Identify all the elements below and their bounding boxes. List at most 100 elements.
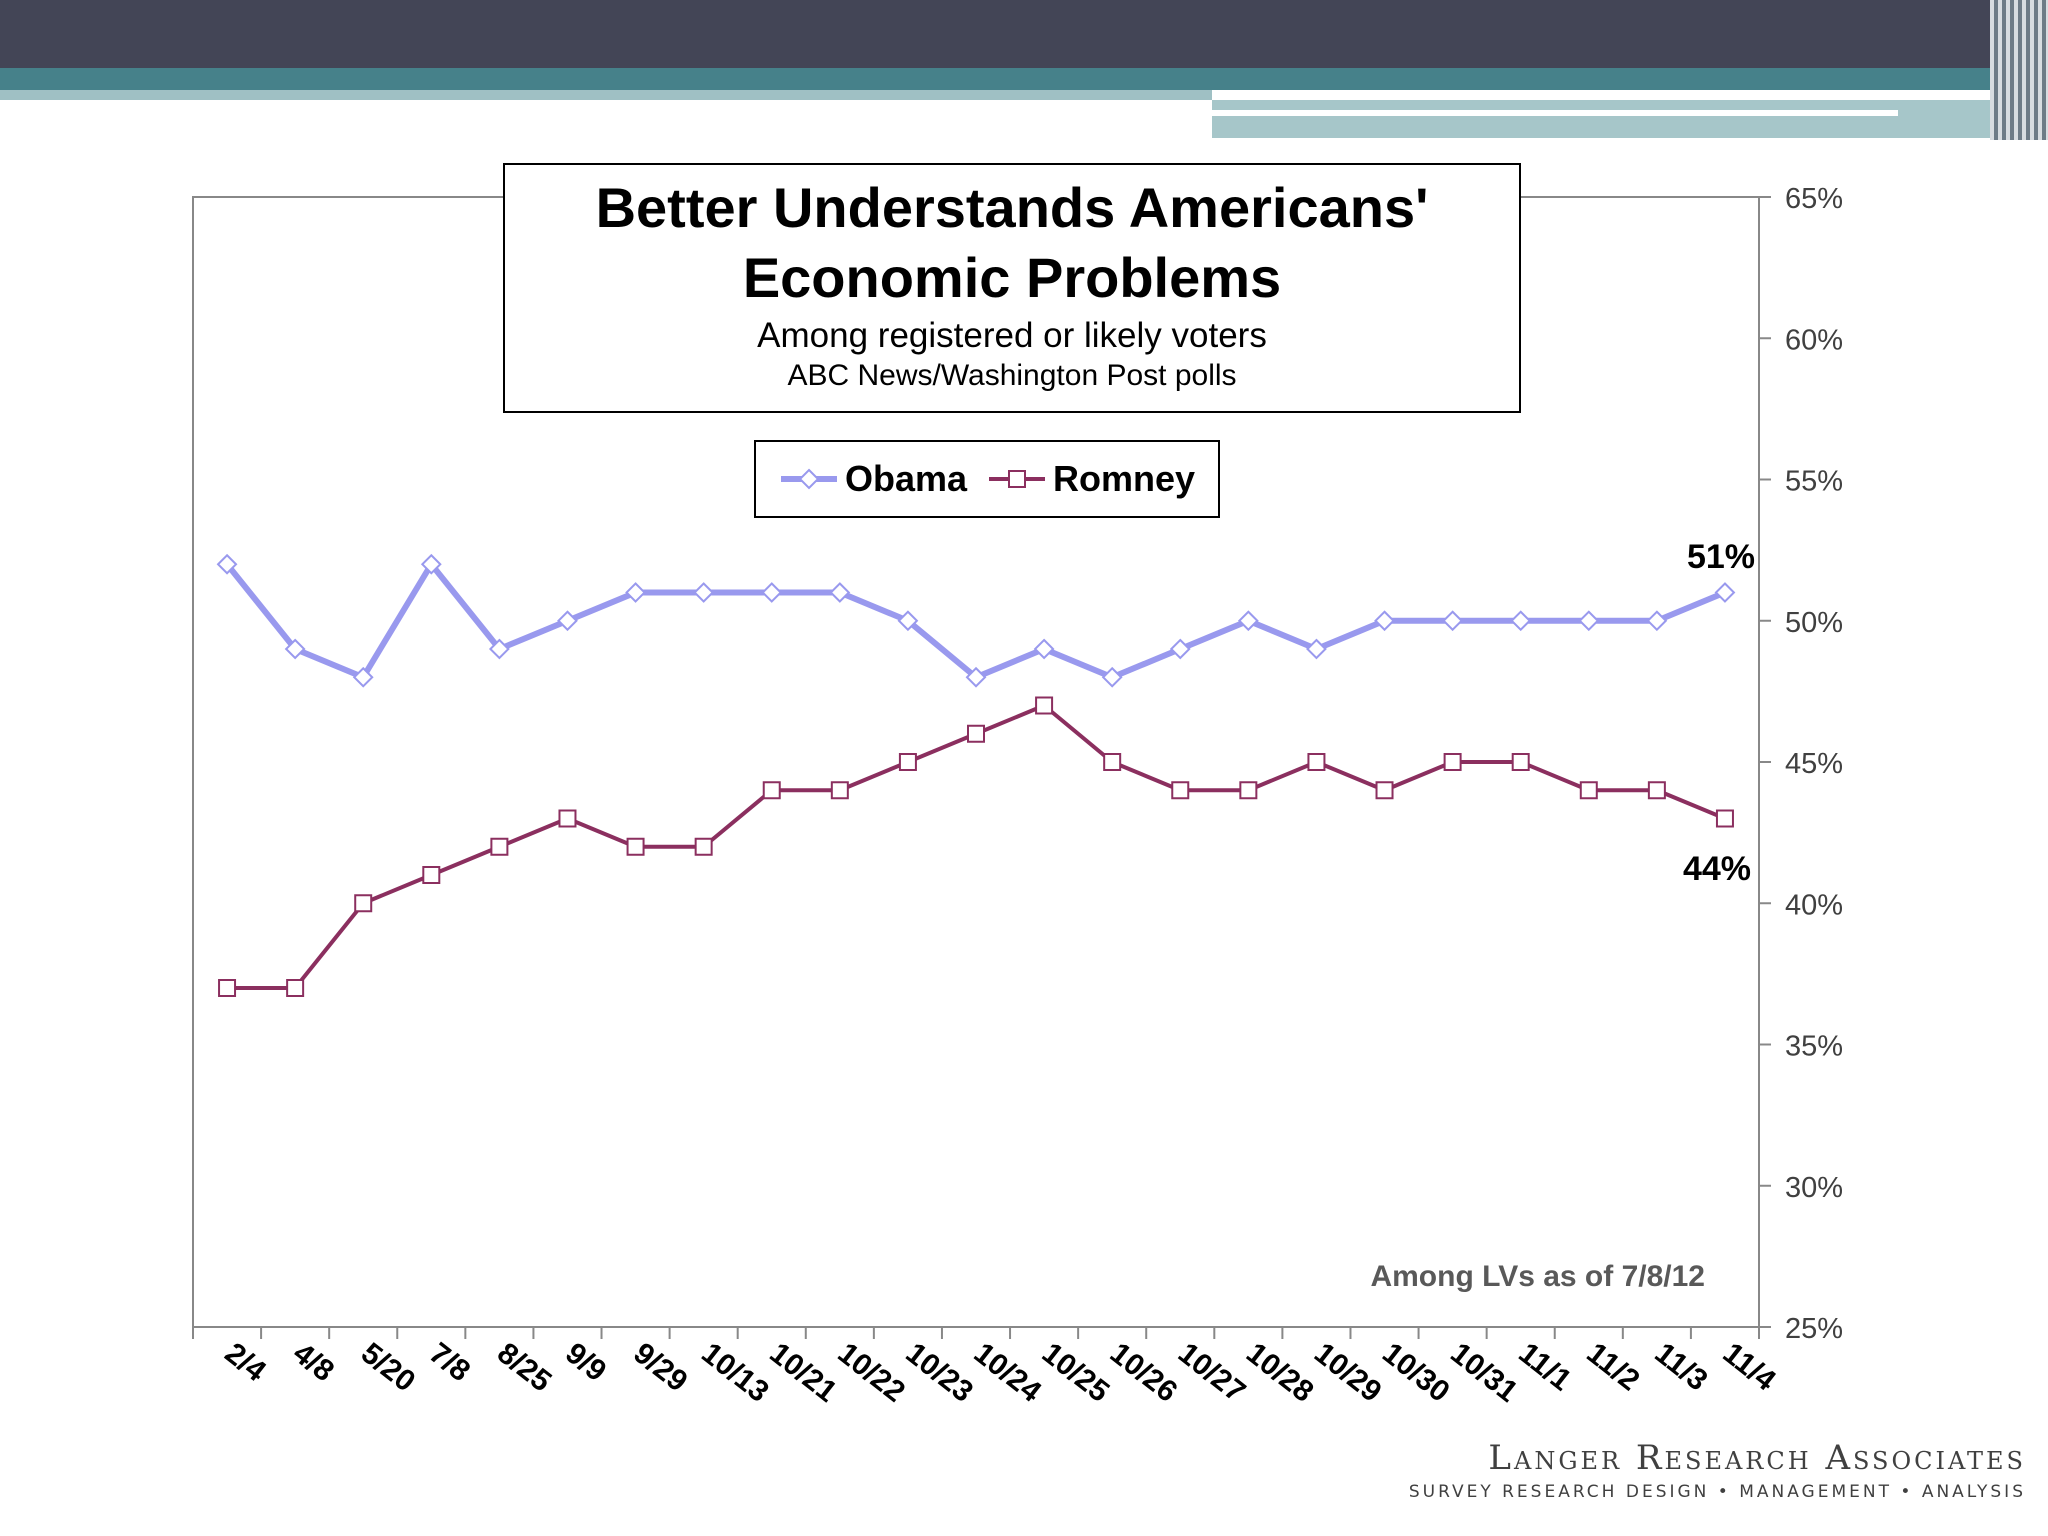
header-stripe-right: [1212, 100, 2012, 138]
header-stripe-teal: [0, 68, 2048, 90]
data-point-romney: [626, 837, 645, 856]
data-point-obama: [1578, 610, 1600, 632]
data-point-romney: [967, 724, 985, 743]
data-point-romney: [1307, 753, 1326, 771]
x-tick-label: 9/29: [627, 1337, 693, 1399]
y-tick-label: 35%: [1785, 1031, 1843, 1063]
x-tick-label: 10/29: [1308, 1337, 1387, 1409]
obama-end-label: 51%: [1687, 538, 1755, 576]
data-point-romney: [218, 979, 237, 997]
data-point-romney: [1239, 781, 1258, 800]
data-point-romney: [1103, 753, 1122, 771]
data-point-obama: [829, 582, 851, 603]
chart-source: ABC News/Washington Post polls: [787, 359, 1237, 392]
diamond-marker-icon: [780, 468, 837, 490]
legend: Obama Romney: [754, 440, 1220, 518]
y-tick-label: 55%: [1785, 466, 1843, 498]
chart-subtitle: Among registered or likely voters: [757, 316, 1267, 355]
data-point-romney: [354, 894, 373, 913]
y-tick-label: 65%: [1785, 183, 1843, 215]
data-point-romney: [558, 809, 577, 828]
romney-end-label: 44%: [1683, 850, 1751, 888]
y-tick-label: 45%: [1785, 748, 1843, 780]
x-tick-label: 10/31: [1444, 1337, 1523, 1409]
x-tick-label: 11/2: [1580, 1337, 1645, 1398]
data-point-romney: [830, 781, 849, 800]
x-tick-label: 8/25: [491, 1337, 557, 1399]
data-point-romney: [1511, 753, 1530, 771]
data-point-obama: [1033, 638, 1055, 660]
data-point-obama: [1510, 610, 1532, 632]
data-point-romney: [694, 837, 713, 856]
data-point-obama: [284, 638, 306, 660]
data-point-romney: [898, 753, 917, 771]
legend-item-romney: Romney: [987, 458, 1195, 500]
y-tick-label: 40%: [1785, 889, 1843, 921]
data-point-obama: [1714, 582, 1736, 603]
legend-label-obama: Obama: [844, 458, 967, 499]
data-point-obama: [625, 582, 646, 603]
data-point-romney: [1647, 781, 1666, 800]
data-point-obama: [557, 610, 578, 632]
data-point-romney: [762, 781, 781, 800]
header-bar: [0, 0, 2048, 68]
legend-item-obama: Obama: [779, 458, 967, 500]
x-tick-label: 10/21: [763, 1337, 842, 1409]
data-point-obama: [1169, 638, 1191, 660]
data-point-obama: [965, 666, 987, 688]
data-point-romney: [1443, 753, 1462, 771]
data-point-romney: [1171, 781, 1190, 800]
header-stripe-light: [0, 90, 1212, 100]
header-stripe-white: [1212, 110, 1898, 116]
data-point-romney: [286, 979, 305, 997]
data-point-obama: [1646, 610, 1668, 632]
data-point-obama: [1101, 666, 1123, 688]
y-tick-label: 30%: [1785, 1172, 1843, 1204]
data-point-romney: [1035, 696, 1054, 715]
brand-name: Langer Research Associates: [1488, 1438, 2026, 1478]
data-point-romney: [1375, 781, 1394, 800]
x-tick-label: 5/20: [355, 1337, 421, 1399]
data-point-romney: [422, 866, 441, 884]
data-point-obama: [1306, 638, 1327, 660]
x-tick-label: 10/13: [695, 1337, 774, 1409]
data-point-obama: [420, 553, 442, 575]
legend-label-romney: Romney: [1053, 458, 1196, 499]
annotation-text: Among LVs as of 7/8/12: [1370, 1260, 1705, 1293]
x-tick-label: 10/23: [900, 1337, 979, 1409]
square-marker-icon: [989, 470, 1045, 488]
y-tick-label: 25%: [1785, 1313, 1843, 1345]
data-point-romney: [1579, 781, 1598, 800]
x-tick-label: 10/30: [1376, 1337, 1455, 1409]
x-tick-label: 11/4: [1717, 1337, 1782, 1398]
y-tick-label: 50%: [1785, 607, 1843, 639]
x-tick-label: 11/1: [1512, 1337, 1577, 1398]
x-tick-label: 10/26: [1104, 1337, 1183, 1409]
data-point-obama: [352, 666, 374, 688]
data-point-obama: [897, 610, 919, 632]
header-corner-lines: [1990, 0, 2048, 140]
x-tick-label: 10/28: [1240, 1337, 1319, 1409]
data-point-obama: [1237, 610, 1259, 632]
footer-logo: Langer Research Associates SURVEY RESEAR…: [1409, 1438, 2026, 1502]
x-tick-label: 11/3: [1649, 1337, 1714, 1398]
x-tick-label: 9/9: [559, 1337, 612, 1389]
chart-title-box: Better Understands Americans' Economic P…: [503, 163, 1521, 413]
y-tick-label: 60%: [1785, 324, 1843, 356]
data-point-romney: [490, 837, 509, 856]
x-tick-label: 10/22: [832, 1337, 911, 1409]
x-tick-label: 7/8: [423, 1337, 476, 1389]
data-point-obama: [761, 582, 783, 603]
data-point-obama: [693, 582, 715, 603]
brand-tagline: SURVEY RESEARCH DESIGN • MANAGEMENT • AN…: [1408, 1482, 2026, 1502]
chart-title: Better Understands Americans' Economic P…: [595, 176, 1429, 309]
data-point-romney: [1715, 809, 1734, 828]
data-point-obama: [1442, 610, 1464, 632]
data-point-obama: [488, 638, 510, 660]
x-tick-label: 2/4: [219, 1337, 272, 1389]
x-tick-label: 10/27: [1172, 1337, 1251, 1409]
data-point-obama: [1374, 610, 1395, 632]
x-tick-label: 10/25: [1036, 1337, 1115, 1409]
x-tick-label: 4/8: [287, 1337, 340, 1389]
